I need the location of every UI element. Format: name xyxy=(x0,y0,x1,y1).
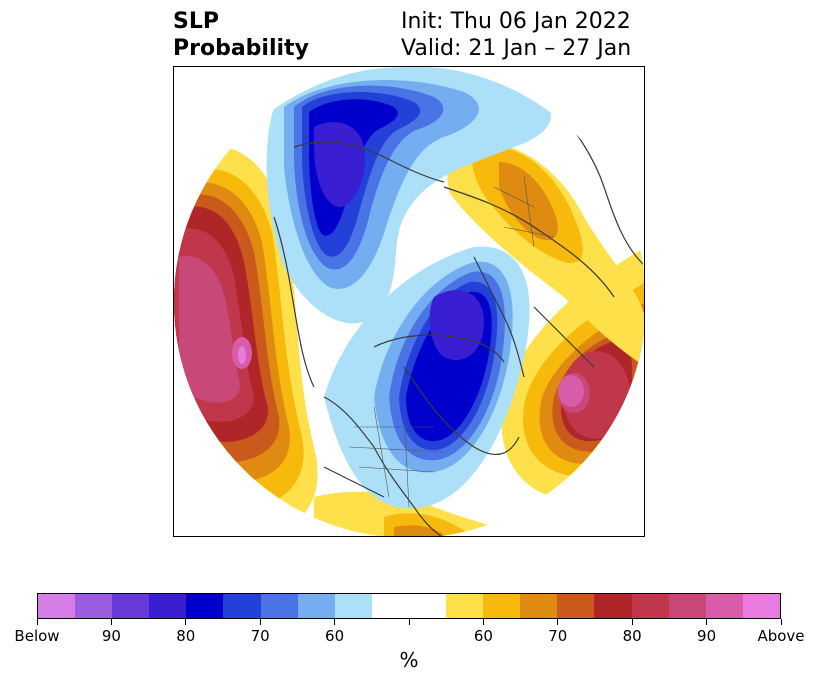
colorbar-tick xyxy=(631,619,633,625)
colorbar-cell xyxy=(408,594,447,618)
colorbar-tick-label: 80 xyxy=(622,627,642,645)
colorbar-tick-label: Below xyxy=(14,627,60,645)
colorbar-tick xyxy=(185,619,187,625)
colorbar-tick-label: 90 xyxy=(101,627,121,645)
colorbar-cell xyxy=(594,594,632,618)
colorbar-cell xyxy=(38,594,76,618)
colorbar-tick-label: Above xyxy=(757,627,805,645)
colorbar-tick xyxy=(259,619,261,625)
colorbar-tick-label: 70 xyxy=(548,627,568,645)
europe-positive xyxy=(314,140,644,536)
colorbar-cell xyxy=(334,594,372,618)
colorbar-tick-label: 90 xyxy=(697,627,717,645)
colorbar xyxy=(37,593,781,619)
colorbar-tick xyxy=(482,619,484,625)
colorbar-cell xyxy=(260,594,298,618)
colorbar-cell xyxy=(223,594,261,618)
colorbar-tick-label: 80 xyxy=(176,627,196,645)
siberia-low xyxy=(266,67,552,324)
colorbar-tick xyxy=(408,619,410,625)
colorbar-cell xyxy=(631,594,669,618)
colorbar-cell xyxy=(742,594,780,618)
colorbar-tick xyxy=(780,619,782,625)
north-pacific-high xyxy=(174,146,318,536)
colorbar-tick xyxy=(706,619,708,625)
colorbar-tick-label: 70 xyxy=(250,627,270,645)
colorbar-label: % xyxy=(399,648,419,672)
colorbar-tick-label: 60 xyxy=(325,627,345,645)
map-canvas xyxy=(174,67,644,536)
colorbar-tick-label: 60 xyxy=(473,627,493,645)
title-product: Probability xyxy=(173,36,309,61)
borders xyxy=(348,176,555,508)
title-variable: SLP xyxy=(173,9,219,34)
colorbar-cell xyxy=(297,594,335,618)
map-title-left: SLP Probability xyxy=(173,8,309,62)
colorbar-cell xyxy=(557,594,595,618)
map-title-right: Init: Thu 06 Jan 2022 Valid: 21 Jan – 27… xyxy=(401,8,631,62)
colorbar-cell xyxy=(668,594,706,618)
colorbar-cell xyxy=(112,594,150,618)
polar-map xyxy=(173,66,645,537)
colorbar-cell xyxy=(186,594,224,618)
colorbar-cell xyxy=(149,594,187,618)
colorbar-cell xyxy=(75,594,113,618)
colorbar-cell xyxy=(483,594,521,618)
colorbar-cell xyxy=(705,594,743,618)
init-date: Init: Thu 06 Jan 2022 xyxy=(401,9,631,34)
colorbar-tick xyxy=(557,619,559,625)
colorbar-cell xyxy=(446,594,484,618)
colorbar-tick xyxy=(334,619,336,625)
valid-range: Valid: 21 Jan – 27 Jan xyxy=(401,36,632,61)
colorbar-cell xyxy=(371,594,409,618)
colorbar-tick xyxy=(36,619,38,625)
colorbar-tick xyxy=(110,619,112,625)
colorbar-cell xyxy=(520,594,558,618)
